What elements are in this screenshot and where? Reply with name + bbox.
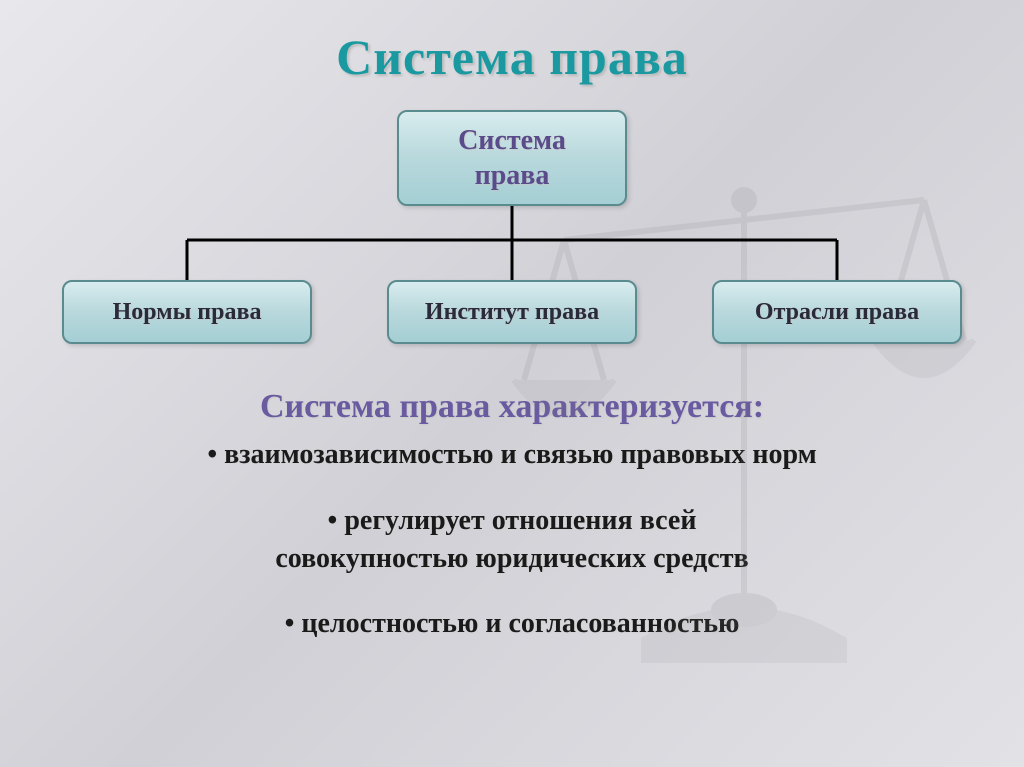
child-node-branches: Отрасли права [712, 280, 962, 344]
root-line2: права [475, 158, 550, 193]
hierarchy-diagram: Система права Нормы права Институт права… [0, 110, 1024, 370]
root-line1: Система [458, 123, 566, 158]
subtitle: Система права характеризуется: [0, 388, 1024, 426]
bullet-item: взаимозависимостью и связью правовых нор… [0, 436, 1024, 474]
root-node: Система права [397, 110, 627, 206]
bullet-item: регулирует отношения всей совокупностью … [0, 502, 1024, 578]
bullet-item: целостностью и согласованностью [0, 605, 1024, 643]
bullet-text: целостностью и согласованностью [301, 608, 739, 639]
bullet-text-line2: совокупностью юридических средств [0, 540, 1024, 578]
page-title: Система права [0, 0, 1024, 86]
bullet-text: взаимозависимостью и связью правовых нор… [224, 439, 817, 470]
child-node-norms: Нормы права [62, 280, 312, 344]
bullet-list: взаимозависимостью и связью правовых нор… [0, 436, 1024, 643]
child-node-institute: Институт права [387, 280, 637, 344]
bullet-text: регулирует отношения всей [344, 505, 696, 536]
